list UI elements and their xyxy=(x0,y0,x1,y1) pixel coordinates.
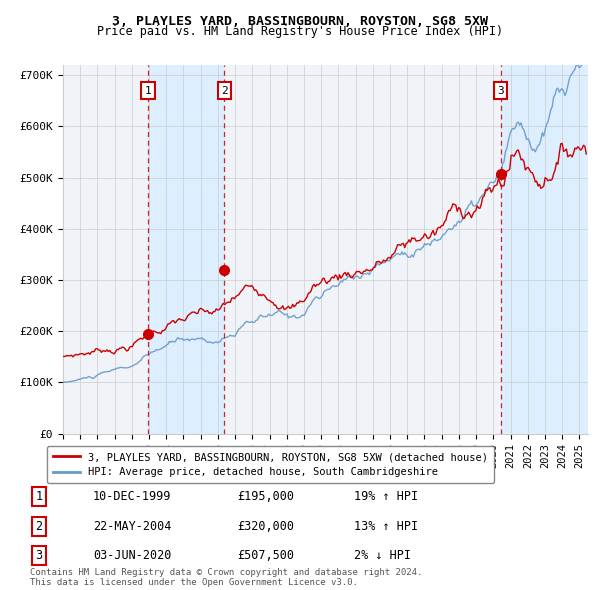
Text: 13% ↑ HPI: 13% ↑ HPI xyxy=(354,520,418,533)
Text: 3: 3 xyxy=(497,86,504,96)
Text: £320,000: £320,000 xyxy=(237,520,294,533)
Legend: 3, PLAYLES YARD, BASSINGBOURN, ROYSTON, SG8 5XW (detached house), HPI: Average p: 3, PLAYLES YARD, BASSINGBOURN, ROYSTON, … xyxy=(47,446,494,483)
Text: 1: 1 xyxy=(145,86,151,96)
Text: 19% ↑ HPI: 19% ↑ HPI xyxy=(354,490,418,503)
Text: 22-MAY-2004: 22-MAY-2004 xyxy=(93,520,172,533)
Text: 2: 2 xyxy=(35,520,43,533)
Text: 2: 2 xyxy=(221,86,228,96)
Text: £507,500: £507,500 xyxy=(237,549,294,562)
Text: 10-DEC-1999: 10-DEC-1999 xyxy=(93,490,172,503)
Bar xyxy=(500,65,588,434)
Text: 1: 1 xyxy=(35,490,43,503)
Text: 03-JUN-2020: 03-JUN-2020 xyxy=(93,549,172,562)
Bar xyxy=(148,65,224,434)
Text: Contains HM Land Registry data © Crown copyright and database right 2024.
This d: Contains HM Land Registry data © Crown c… xyxy=(30,568,422,587)
Text: 3: 3 xyxy=(35,549,43,562)
Text: £195,000: £195,000 xyxy=(237,490,294,503)
Text: Price paid vs. HM Land Registry's House Price Index (HPI): Price paid vs. HM Land Registry's House … xyxy=(97,25,503,38)
Text: 3, PLAYLES YARD, BASSINGBOURN, ROYSTON, SG8 5XW: 3, PLAYLES YARD, BASSINGBOURN, ROYSTON, … xyxy=(112,15,488,28)
Text: 2% ↓ HPI: 2% ↓ HPI xyxy=(354,549,411,562)
